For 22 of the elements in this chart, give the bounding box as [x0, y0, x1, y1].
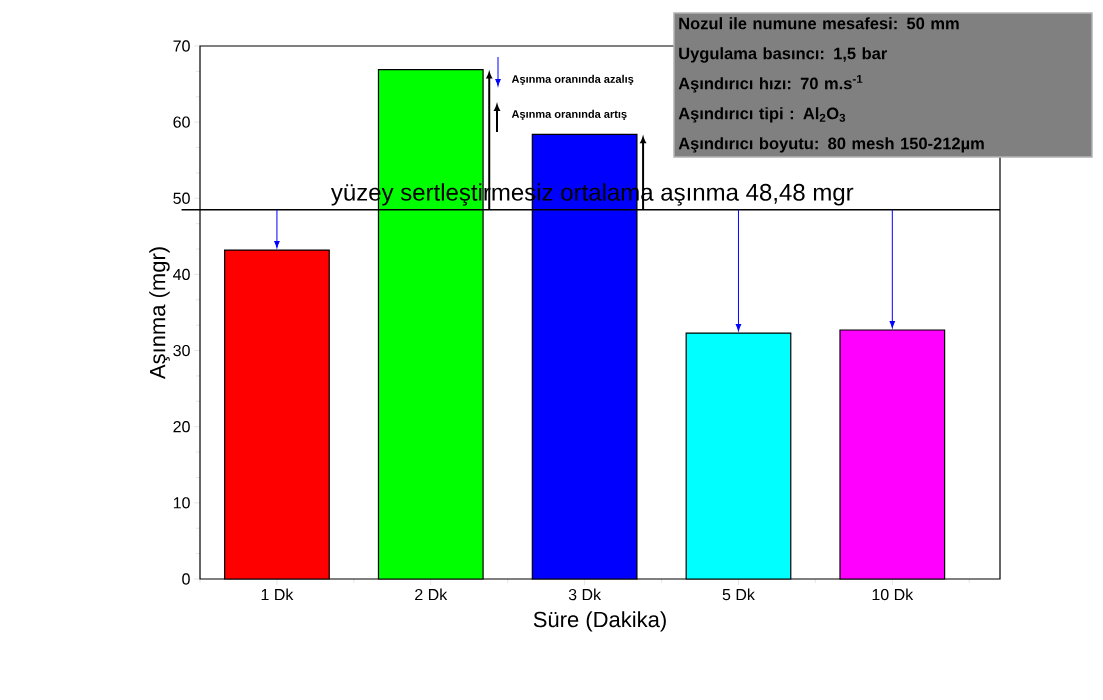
- y-tick-label: 70: [173, 40, 190, 52]
- annotation: Aşındırıcı boyutu: 80 mesh 150-212µm: [678, 137, 984, 153]
- x-tick-label: 3 Dk: [568, 588, 602, 601]
- x-tick-label: 2 Dk: [415, 588, 448, 601]
- y-tick-label: 30: [173, 344, 190, 357]
- annotation: Aşındırıcı hızı: 70 m.s$^{-1}$: [678, 74, 863, 93]
- x-tick-label: 5 Dk: [722, 588, 755, 601]
- x-tick-label: 10 Dk: [872, 588, 914, 601]
- y-axis-title: Aşınma (mgr): [149, 247, 170, 380]
- x-tick-label: 1 Dk: [261, 588, 294, 601]
- y-tick-label: 20: [173, 421, 190, 433]
- x-axis-title: Süre (Dakika): [533, 611, 666, 632]
- text: Nozul ile numune mesafesi: 50 mm: [679, 17, 959, 30]
- y-tick-label: 10: [173, 497, 190, 509]
- y-tick-label: 60: [173, 116, 190, 128]
- annotation: Aşınma oranında artış: [511, 109, 627, 121]
- annotation: Aşınma oranında azalış: [511, 74, 634, 86]
- annotation: Aşındırıcı tipi : Al$_{2}$O$_{3}$: [678, 107, 846, 123]
- y-tick-label: 0: [182, 573, 190, 585]
- annotation: Uygulama basıncı: 1,5 bar: [679, 47, 887, 63]
- y-tick-label: 50: [173, 192, 190, 204]
- y-tick-label: 40: [173, 268, 190, 281]
